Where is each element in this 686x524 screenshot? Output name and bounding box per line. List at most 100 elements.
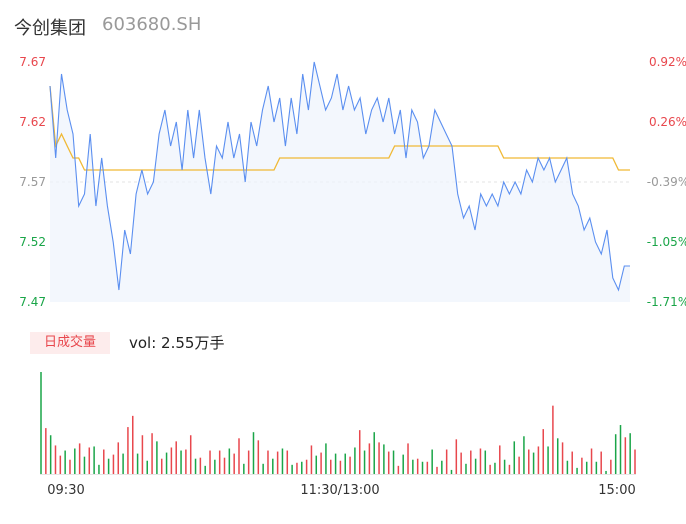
volume-bar — [281, 448, 284, 474]
volume-bar — [600, 451, 602, 474]
volume-bar — [243, 463, 245, 474]
price-tick-label: 7.62 — [19, 115, 46, 129]
volume-bar — [368, 443, 371, 474]
volume-bar — [103, 449, 105, 474]
volume-bar — [421, 461, 424, 474]
volume-bar — [532, 452, 535, 474]
stock-name: 今创集团 — [14, 18, 86, 39]
volume-bar — [581, 457, 583, 474]
volume-bar — [614, 434, 617, 474]
volume-bar — [194, 458, 197, 474]
volume-bar — [272, 458, 274, 474]
average-price-line — [49, 85, 630, 171]
volume-bar — [344, 453, 346, 474]
volume-bar — [556, 438, 559, 474]
volume-bar — [117, 442, 120, 474]
volume-bar — [160, 458, 163, 474]
volume-bar — [252, 432, 255, 474]
volume-bar — [49, 435, 52, 474]
volume-bar — [460, 452, 462, 474]
volume-bar — [78, 443, 81, 474]
volume-bar — [315, 455, 318, 474]
volume-bar — [214, 459, 216, 474]
volume-bar — [310, 445, 313, 474]
volume-bar — [305, 459, 308, 474]
volume-bar — [455, 439, 458, 474]
volume-bar — [45, 428, 47, 474]
time-tick-label: 11:30/13:00 — [300, 483, 379, 498]
volume-bar — [180, 450, 182, 474]
volume-bar — [474, 458, 477, 474]
volume-bar — [54, 445, 57, 474]
volume-bar — [576, 467, 578, 474]
volume-bar — [383, 444, 385, 474]
volume-bar — [363, 450, 366, 474]
volume-bar — [518, 456, 520, 474]
volume-bar — [296, 462, 298, 474]
volume-bar — [136, 453, 139, 474]
volume-bar — [320, 452, 322, 474]
volume-bar — [218, 450, 221, 474]
volume-bar — [98, 464, 100, 474]
volume-bar — [175, 441, 177, 474]
volume-bar — [257, 440, 260, 474]
price-tick-label: 7.47 — [19, 295, 46, 309]
volume-bar — [445, 449, 448, 474]
volume-bar — [494, 462, 496, 474]
volume-bar — [262, 463, 264, 474]
price-line — [49, 61, 630, 292]
volume-bar — [64, 450, 66, 474]
volume-bar — [542, 429, 544, 474]
percent-tick-label: 0.26% — [649, 115, 686, 129]
volume-bar — [301, 461, 303, 474]
percent-tick-label: -1.05% — [647, 235, 686, 249]
volume-bar — [407, 443, 409, 474]
volume-bar — [397, 465, 400, 474]
daily-volume-tab[interactable]: 日成交量 — [30, 332, 110, 354]
volume-bar — [513, 441, 516, 474]
time-tick-label: 15:00 — [598, 483, 635, 498]
volume-bar — [590, 448, 593, 474]
volume-bar — [141, 435, 144, 474]
volume-bar — [170, 447, 173, 474]
percent-tick-label: -1.71% — [647, 295, 686, 309]
volume-bar — [484, 450, 487, 474]
volume-bar — [479, 448, 482, 474]
volume-bar — [358, 430, 361, 474]
volume-bar — [561, 442, 564, 474]
time-tick-label: 09:30 — [47, 483, 84, 498]
volume-bar — [436, 466, 438, 474]
volume-bar — [59, 455, 62, 474]
volume-readout: vol: 2.55万手 — [129, 334, 225, 352]
volume-bar — [247, 450, 250, 474]
volume-bar — [74, 448, 76, 474]
percent-tick-label: -0.39% — [647, 175, 686, 189]
volume-bar — [276, 451, 279, 474]
volume-bar — [465, 463, 467, 474]
volume-bar — [508, 464, 511, 474]
volume-bar — [107, 458, 110, 474]
volume-bar — [523, 436, 525, 474]
volume-bar — [387, 451, 390, 474]
volume-bar — [610, 459, 612, 474]
volume-bar — [416, 458, 419, 474]
volume-bar — [503, 459, 506, 474]
price-area-fill — [50, 62, 630, 302]
price-tick-label: 7.52 — [19, 235, 46, 249]
volume-bar — [450, 469, 453, 474]
volume-bar — [112, 454, 115, 474]
volume-bar — [330, 459, 332, 474]
volume-bar — [537, 446, 540, 474]
volume-bar — [325, 443, 327, 474]
volume-bar — [267, 450, 269, 474]
volume-bar — [146, 460, 148, 474]
volume-bar — [93, 446, 95, 474]
volume-bar — [489, 464, 491, 474]
percent-tick-label: 0.92% — [649, 55, 686, 69]
volume-bar — [238, 438, 240, 474]
volume-bar — [585, 461, 588, 474]
volume-bar — [233, 453, 235, 474]
volume-bar — [605, 470, 607, 474]
volume-bar — [127, 427, 129, 474]
volume-bar — [132, 415, 134, 474]
